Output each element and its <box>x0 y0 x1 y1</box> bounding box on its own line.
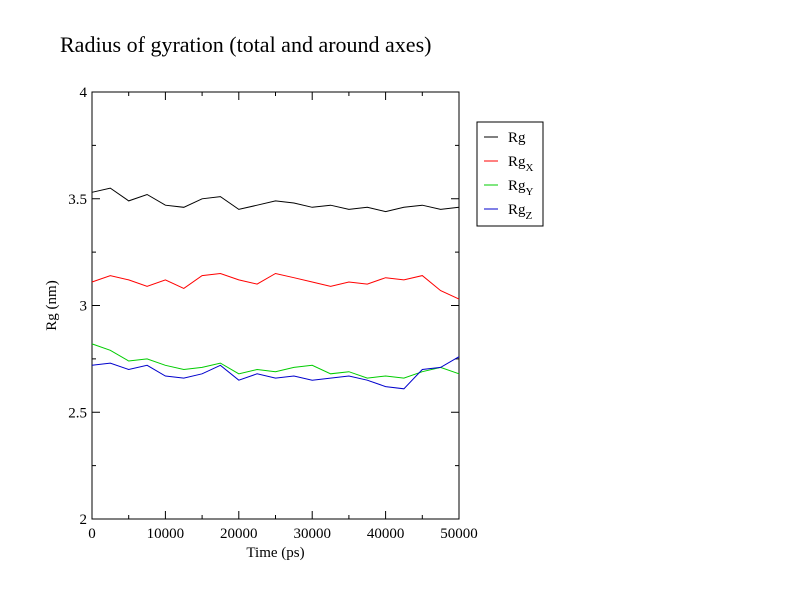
y-axis-label: Rg (nm) <box>44 280 60 330</box>
series-line-rg-x <box>91 272 460 300</box>
series-group <box>91 187 460 390</box>
x-tick-label: 20000 <box>220 526 258 542</box>
y-tick-label: 3 <box>80 299 88 315</box>
y-tick-label: 4 <box>80 85 88 101</box>
series-line-rg-y <box>91 343 460 379</box>
legend-label: Rg <box>508 130 526 146</box>
x-tick-label: 0 <box>88 526 96 542</box>
y-axis: 2 2.5 3 3.5 4 <box>68 85 459 528</box>
chart-title: Radius of gyration (total and around axe… <box>60 32 431 57</box>
x-axis-label: Time (ps) <box>246 545 304 561</box>
series-line-rg-z <box>91 356 460 390</box>
series-line-rg <box>91 187 460 213</box>
x-tick-label: 10000 <box>147 526 185 542</box>
y-tick-label: 3.5 <box>68 192 87 208</box>
x-axis: 0 10000 20000 30000 40000 50000 <box>88 92 478 542</box>
y-tick-label: 2 <box>80 512 88 528</box>
x-tick-label: 50000 <box>440 526 478 542</box>
plot-frame <box>91 91 460 520</box>
y-tick-label: 2.5 <box>68 405 87 421</box>
x-tick-label: 30000 <box>293 526 331 542</box>
x-tick-label: 40000 <box>367 526 405 542</box>
